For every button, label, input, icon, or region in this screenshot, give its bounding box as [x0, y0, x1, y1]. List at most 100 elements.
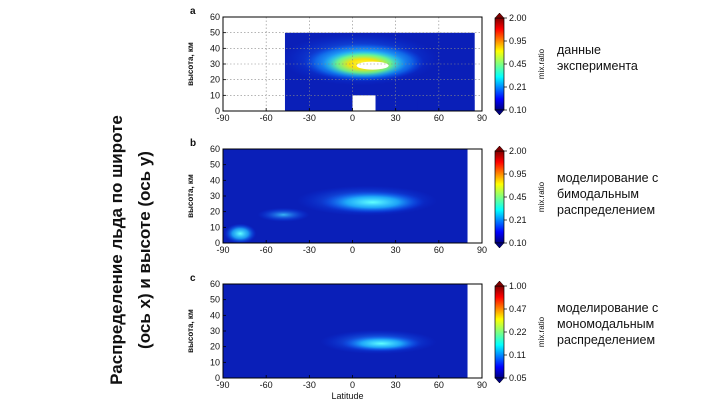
- x-tick-label: 60: [434, 380, 444, 390]
- y-axis-label: высота, км: [186, 174, 195, 218]
- heatmap-blob: [224, 223, 257, 243]
- heatmap-field: [223, 284, 482, 378]
- x-tick-label: -60: [260, 380, 273, 390]
- y-tick-label: 60: [210, 144, 220, 154]
- panel-c-description-line: распределением: [557, 333, 656, 347]
- colorbar-tick-label: 0.45: [509, 192, 527, 202]
- colorbar-tick-label: 0.95: [509, 36, 527, 46]
- panel-c-description-line: мономодальным: [557, 317, 655, 331]
- colorbar-extend-min: [494, 242, 505, 249]
- heatmap-data-region: [417, 100, 475, 111]
- colorbar-tick-label: 2.00: [509, 146, 527, 156]
- x-tick-label: 60: [434, 245, 444, 255]
- y-tick-label: 30: [210, 326, 220, 336]
- x-tick-label: 0: [350, 245, 355, 255]
- missing-data-gap: [223, 17, 285, 111]
- y-tick-label: 0: [215, 373, 220, 383]
- colorbar-tick-label: 0.22: [509, 327, 527, 337]
- x-tick-label: 90: [477, 380, 487, 390]
- y-tick-label: 50: [210, 160, 220, 170]
- panel-b-description-line: распределением: [557, 203, 656, 217]
- colorbar-extend-min: [494, 109, 505, 116]
- y-tick-label: 10: [210, 90, 220, 100]
- panel-label: c: [190, 273, 196, 284]
- colorbar-tick-label: 0.21: [509, 215, 527, 225]
- colorbar-extend-max: [494, 280, 505, 287]
- y-tick-label: 50: [210, 295, 220, 305]
- y-tick-label: 10: [210, 222, 220, 232]
- colorbar: [494, 150, 505, 244]
- panel-c-description-line: моделирование с: [557, 301, 659, 315]
- colorbar: [494, 17, 505, 111]
- y-tick-label: 20: [210, 75, 220, 85]
- x-tick-label: 90: [477, 245, 487, 255]
- colorbar-tick-label: 0.21: [509, 82, 527, 92]
- x-tick-label: -60: [260, 113, 273, 123]
- colorbar-tick-label: 0.10: [509, 238, 527, 248]
- colorbar: [494, 285, 505, 379]
- panel-a-description-line: эксперимента: [557, 59, 638, 73]
- panel-c-description: моделирование с мономодальным распределе…: [557, 300, 658, 348]
- chart-panel-a: -90 -60 -30 0 30 60 90 0 10 20 30 40 50 60 a высота, км…: [186, 6, 546, 123]
- chart-panel-c: -90 -60 -30 0 30 60 90 0 10 20 30 40 50 60 c высота, км…: [186, 273, 546, 401]
- y-axis-label: высота, км: [186, 309, 195, 353]
- colorbar-tick-label: 0.05: [509, 373, 527, 383]
- x-tick-label: -60: [260, 245, 273, 255]
- colorbar-extend-max: [494, 12, 505, 19]
- colorbar-label: mix.ratio: [537, 181, 546, 212]
- y-tick-label: 20: [210, 342, 220, 352]
- panel-b-description-line: бимодальным: [557, 187, 639, 201]
- colorbar-tick-label: 0.95: [509, 169, 527, 179]
- y-tick-label: 0: [215, 106, 220, 116]
- x-axis-label: Latitude: [331, 391, 363, 401]
- missing-data-gap: [284, 17, 482, 33]
- y-tick-label: 40: [210, 175, 220, 185]
- heatmap-data-region: [223, 284, 468, 378]
- x-tick-label: 0: [350, 380, 355, 390]
- y-tick-label: 20: [210, 207, 220, 217]
- y-tick-label: 40: [210, 310, 220, 320]
- colorbar-tick-label: 0.11: [509, 350, 526, 360]
- y-tick-label: 40: [210, 43, 220, 53]
- x-tick-label: -30: [303, 380, 316, 390]
- heatmap-blob: [320, 191, 425, 214]
- panel-a-description-line: данные: [557, 43, 601, 57]
- x-tick-label: 30: [391, 113, 401, 123]
- colorbar-extend-min: [494, 377, 505, 384]
- y-tick-label: 50: [210, 28, 220, 38]
- x-tick-label: -30: [303, 245, 316, 255]
- colorbar-label: mix.ratio: [537, 316, 546, 347]
- panel-a-description: данные эксперимента: [557, 42, 638, 74]
- colorbar-tick-label: 2.00: [509, 13, 527, 23]
- colorbar-tick-label: 1.00: [509, 281, 527, 291]
- colorbar-tick-label: 0.47: [509, 304, 527, 314]
- y-tick-label: 10: [210, 357, 220, 367]
- missing-data-gap: [352, 95, 376, 111]
- panel-label: a: [190, 6, 196, 17]
- panel-label: b: [190, 138, 196, 149]
- panel-b-description-line: моделирование с: [557, 171, 659, 185]
- x-tick-label: 30: [391, 245, 401, 255]
- y-tick-label: 30: [210, 191, 220, 201]
- heatmap-field: [223, 149, 482, 243]
- x-tick-label: 90: [477, 113, 487, 123]
- missing-data-gap: [467, 149, 482, 243]
- x-tick-label: -90: [216, 113, 229, 123]
- colorbar-label: mix.ratio: [537, 48, 546, 79]
- y-tick-label: 30: [210, 59, 220, 69]
- missing-data-gap: [474, 17, 482, 111]
- missing-data-gap: [467, 284, 482, 378]
- colorbar-extend-max: [494, 145, 505, 152]
- x-tick-label: 60: [434, 113, 444, 123]
- y-tick-label: 60: [210, 12, 220, 22]
- x-tick-label: -30: [303, 113, 316, 123]
- x-tick-label: 30: [391, 380, 401, 390]
- x-tick-label: -90: [216, 245, 229, 255]
- slide-title: Распределение льда по широте (ось x) и в…: [100, 40, 170, 385]
- x-tick-label: 0: [350, 113, 355, 123]
- y-tick-label: 0: [215, 238, 220, 248]
- slide-title-line-2: (ось x) и высоте (ось y): [135, 151, 154, 349]
- chart-panel-b: -90 -60 -30 0 30 60 90 0 10 20 30 40 50 60 b высота, км…: [186, 138, 546, 255]
- y-tick-label: 60: [210, 279, 220, 289]
